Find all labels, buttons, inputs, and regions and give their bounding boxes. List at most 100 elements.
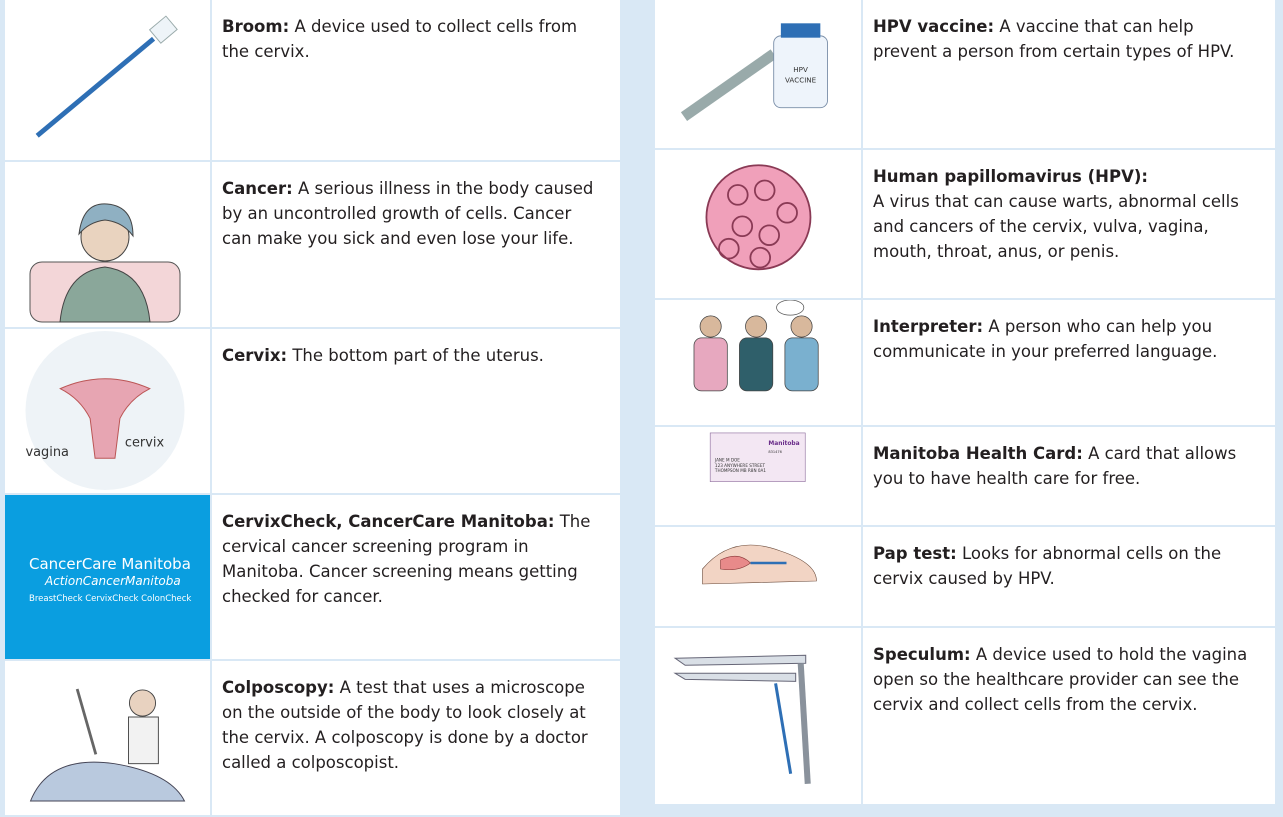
- term: HPV vaccine:: [873, 17, 995, 36]
- illustration-part: [128, 716, 159, 765]
- illustration-svg: [673, 654, 811, 785]
- logo-text: CancerCare Manitoba: [29, 555, 191, 573]
- card-text: 831476: [768, 450, 782, 454]
- illustration-part: [739, 337, 774, 392]
- term: Cervix:: [222, 346, 288, 365]
- illustration-svg: [693, 300, 819, 392]
- definition: A serious illness in the body caused by …: [222, 179, 594, 248]
- illustration-part: [693, 337, 728, 392]
- term: Pap test:: [873, 544, 957, 563]
- glossary-row: Cancer: A serious illness in the body ca…: [5, 162, 620, 329]
- definition: Looks for abnormal cells on the cervix c…: [873, 544, 1222, 588]
- illustration-svg: [35, 15, 178, 138]
- glossary-entry: HPV vaccine: A vaccine that can help pre…: [873, 14, 1253, 64]
- glossary-row: Speculum: A device used to hold the vagi…: [655, 628, 1275, 806]
- card-text: JANE M DOE: [714, 457, 740, 462]
- illustration: [655, 150, 863, 298]
- term: Broom:: [222, 17, 290, 36]
- glossary-row: Manitoba 831476 JANE M DOE 123 ANYWHERE STR…: [655, 427, 1275, 527]
- illustration-part: [680, 49, 777, 122]
- illustration-part: [59, 378, 151, 459]
- illustration: HPV VACCINE: [655, 0, 863, 148]
- illustration-part: [148, 15, 178, 44]
- logo-text: ActionCancerManitoba: [44, 574, 181, 588]
- illustration-svg: [29, 203, 181, 323]
- illustration-part: [78, 203, 134, 238]
- card-text: Manitoba: [768, 440, 799, 447]
- illustration-part: [774, 683, 793, 775]
- glossary-entry: Interpreter: A person who can help you c…: [873, 314, 1253, 364]
- illustration: [655, 527, 863, 626]
- definition: A vaccine that can help prevent a person…: [873, 17, 1235, 61]
- illustration-part: [718, 237, 740, 260]
- glossary-entry: Speculum: A device used to hold the vagi…: [873, 642, 1253, 717]
- illustration-part: [705, 164, 812, 271]
- definition: A test that uses a microscope on the out…: [222, 678, 588, 772]
- vial-label: VACCINE: [785, 76, 817, 85]
- term: Cancer:: [222, 179, 293, 198]
- glossary-entry: Manitoba Health Card: A card that allows…: [873, 441, 1253, 491]
- logo-text: BreastCheck CervixCheck ColonCheck: [29, 594, 191, 604]
- illustration-part: [727, 184, 749, 206]
- illustration: [5, 162, 212, 327]
- illustration-svg: HPV VACCINE: [680, 23, 828, 122]
- glossary-row: Interpreter: A person who can help you c…: [655, 300, 1275, 427]
- illustration-part: [699, 315, 722, 338]
- card-text: 123 ANYWHERE STREET: [715, 463, 766, 468]
- glossary-entry: Human papillomavirus (HPV): A virus that…: [873, 164, 1253, 264]
- term: Speculum:: [873, 645, 971, 664]
- illustration-svg: [705, 164, 812, 271]
- glossary-row: vagina cervix Cervix: The bottom part of t…: [5, 329, 620, 495]
- illustration-part: [35, 36, 156, 138]
- glossary-row: Broom: A device used to collect cells fr…: [5, 0, 620, 162]
- illustration-part: [797, 663, 811, 785]
- illustration: [655, 300, 863, 425]
- glossary-entry: Cervix: The bottom part of the uterus.: [222, 343, 597, 368]
- illustration-part: [673, 654, 807, 666]
- illustration-svg: [702, 544, 817, 585]
- definition: A virus that can cause warts, abnormal c…: [873, 192, 1239, 261]
- illustration-part: [29, 761, 186, 802]
- illustration-part: [702, 544, 817, 585]
- illustration-part: [709, 432, 806, 482]
- term: Manitoba Health Card:: [873, 444, 1083, 463]
- term: Human papillomavirus (HPV):: [873, 167, 1148, 186]
- illustration-part: [780, 23, 821, 38]
- diagram-label: vagina: [26, 445, 69, 460]
- illustration-part: [75, 688, 98, 755]
- definition: The cervical cancer screening program in…: [222, 512, 591, 606]
- illustration: CancerCare Manitoba ActionCancerManitoba B…: [5, 495, 212, 659]
- definition: A card that allows you to have health ca…: [873, 444, 1237, 488]
- illustration: vagina cervix: [5, 329, 212, 493]
- glossary-row: HPV VACCINE HPV vaccine: A vaccine that ca…: [655, 0, 1275, 150]
- illustration-part: [745, 315, 768, 338]
- illustration-part: [731, 215, 754, 238]
- glossary-row: CancerCare Manitoba ActionCancerManitoba B…: [5, 495, 620, 661]
- illustration: [655, 628, 863, 804]
- definition: The bottom part of the uterus.: [292, 346, 544, 365]
- term: CervixCheck, CancerCare Manitoba:: [222, 512, 555, 531]
- glossary-row: Pap test: Looks for abnormal cells on th…: [655, 527, 1275, 628]
- illustration-svg: vagina cervix: [25, 330, 185, 491]
- glossary-entry: Cancer: A serious illness in the body ca…: [222, 176, 597, 251]
- illustration-part: [753, 179, 776, 202]
- definition: A device used to collect cells from the …: [222, 17, 578, 61]
- glossary-row: Human papillomavirus (HPV): A virus that…: [655, 150, 1275, 300]
- diagram-label: cervix: [125, 435, 165, 450]
- illustration-part: [758, 224, 780, 246]
- illustration-part: [776, 300, 805, 316]
- card-text: THOMPSON MB R8N 0A1: [714, 468, 766, 473]
- illustration: Manitoba 831476 JANE M DOE 123 ANYWHERE STR…: [655, 427, 863, 525]
- glossary-entry: Colposcopy: A test that uses a microscop…: [222, 675, 597, 775]
- illustration-part: [720, 555, 751, 571]
- illustration-part: [784, 337, 819, 392]
- right-panel: HPV VACCINE HPV vaccine: A vaccine that ca…: [655, 0, 1275, 806]
- glossary-entry: Pap test: Looks for abnormal cells on th…: [873, 541, 1253, 591]
- illustration-part: [128, 689, 157, 717]
- left-panel: Broom: A device used to collect cells fr…: [5, 0, 620, 817]
- illustration-svg: [29, 688, 186, 802]
- term: Colposcopy:: [222, 678, 335, 697]
- glossary-row: Colposcopy: A test that uses a microscop…: [5, 661, 620, 817]
